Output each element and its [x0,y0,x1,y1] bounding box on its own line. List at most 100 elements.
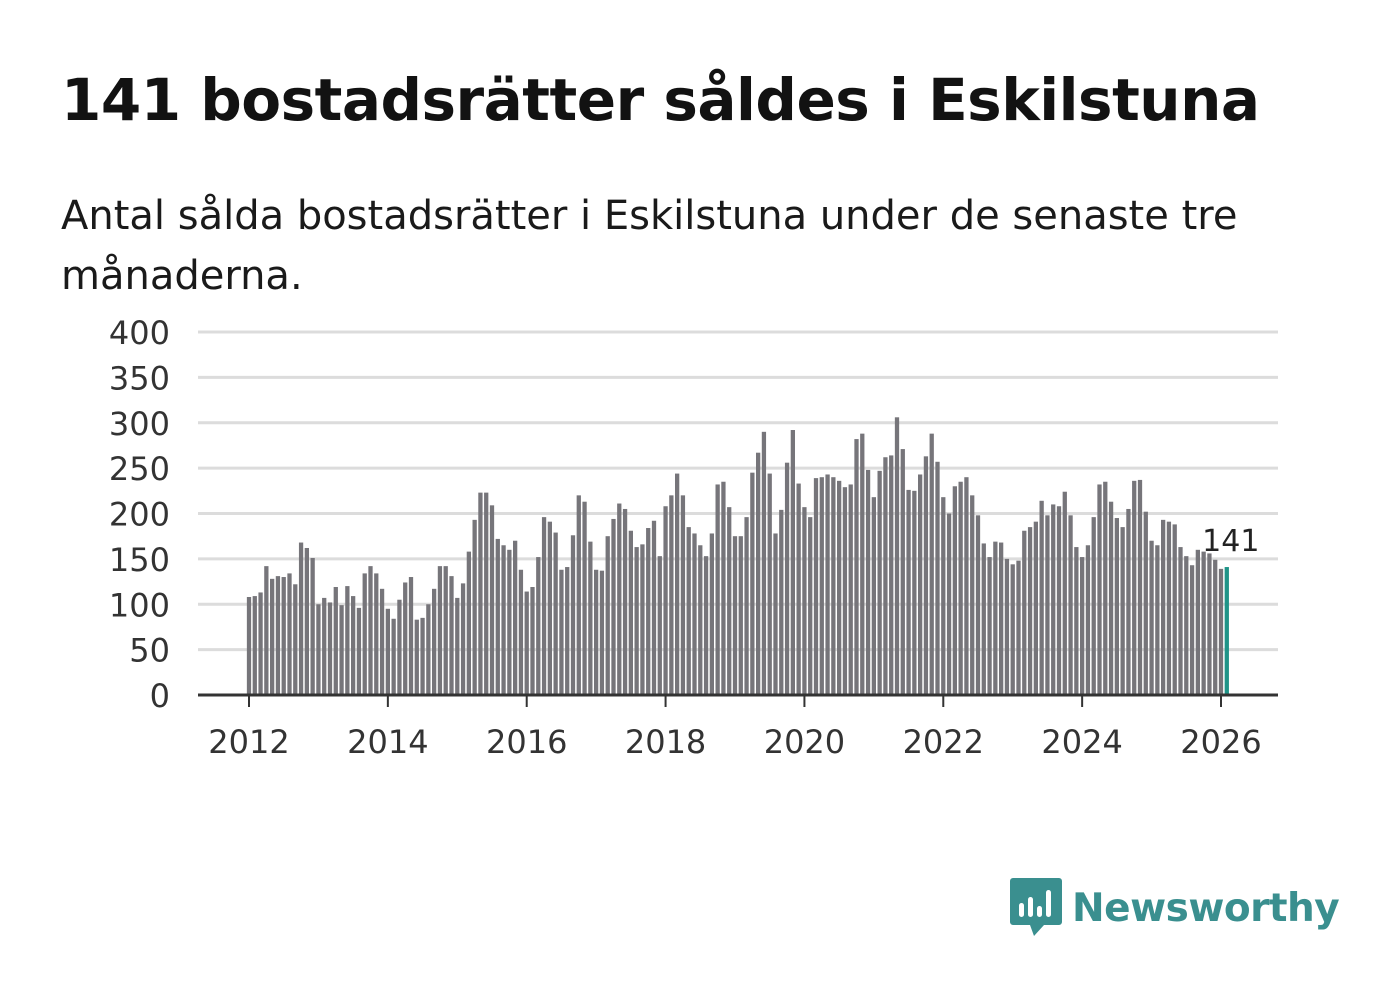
bar [518,569,524,695]
bar [275,576,281,695]
bar [547,521,552,695]
bar [848,484,853,695]
bar [478,492,483,695]
bar [362,573,367,695]
bar [1010,564,1015,695]
bar-highlight [1224,567,1229,695]
bar [1085,545,1091,695]
bar [675,473,680,695]
highlight-value-label: 141 [1202,524,1259,559]
bar [1108,501,1114,695]
brand-logo: Newsworthy [1010,878,1340,938]
bar [437,566,443,695]
bar [403,582,408,695]
bar [553,532,558,695]
bar [1161,519,1166,695]
bar [871,497,876,695]
bar [900,449,905,695]
bar [1045,515,1050,695]
bar [894,417,900,695]
bar [298,542,304,695]
bar [987,557,992,695]
bar [1218,568,1224,695]
bar [605,536,610,695]
bar [570,535,576,695]
x-tick-label: 2018 [625,723,706,761]
bar [1155,545,1160,695]
bar [1172,524,1177,695]
bar [1213,559,1218,695]
bar [883,457,888,695]
bar [709,533,714,695]
bar [1051,504,1056,695]
bar [703,556,709,695]
newsworthy-chart-icon [1010,878,1062,936]
bar [1178,547,1183,695]
bar [756,452,761,695]
bar [489,505,495,695]
bar [680,495,686,695]
bar [1074,547,1079,695]
bar [1126,508,1131,695]
chart-title: 141 bostadsrätter såldes i Eskilstuna [61,66,1260,134]
bar [379,588,385,695]
bar [327,602,333,695]
bar [669,495,674,695]
bar [981,543,986,695]
bar [946,513,952,695]
bar [970,495,975,695]
bar [1120,527,1125,695]
chart-subtitle: Antal sålda bostadsrätter i Eskilstuna u… [61,193,1238,299]
bar [582,501,587,695]
bar [993,541,998,695]
bar [1143,511,1148,695]
bar [906,489,911,695]
bar [501,545,506,695]
x-tick-label: 2026 [1180,723,1261,761]
bar [935,461,940,695]
x-tick-label: 2014 [347,723,428,761]
bar [1004,558,1010,695]
bar [877,470,882,695]
bar [912,490,917,695]
bar [287,573,292,695]
bar [322,597,327,695]
bar [1184,556,1189,695]
bar [692,533,697,695]
x-axis-tick-labels: 2012 2014 2016 2018 2020 2022 2024 2026 [208,695,1262,761]
bar [831,477,836,695]
bar [651,520,657,695]
brand-name: Newsworthy [1072,885,1340,931]
y-tick-label: 200 [109,496,170,534]
y-tick-label: 0 [150,677,170,715]
bar [420,617,425,695]
bar [345,586,350,695]
bar [634,547,639,695]
bar [698,545,703,695]
bar [524,591,529,695]
x-tick-label: 2012 [208,723,289,761]
bar [837,480,842,695]
bar [385,608,390,695]
bar [460,583,466,695]
bar [576,495,581,695]
bar [333,587,338,695]
bar [356,607,362,695]
bar [1039,500,1044,695]
bar [472,519,477,695]
bar [889,455,894,695]
bar [611,518,616,695]
y-tick-label: 250 [109,450,170,488]
bar [790,430,795,695]
bar [646,528,651,695]
bar [432,588,437,695]
bar [293,584,298,695]
bar [281,577,286,695]
bar [339,605,344,695]
bar [1062,491,1067,695]
bar [738,536,743,695]
bar [513,540,518,695]
bar [443,566,448,695]
y-tick-label: 300 [109,405,170,443]
